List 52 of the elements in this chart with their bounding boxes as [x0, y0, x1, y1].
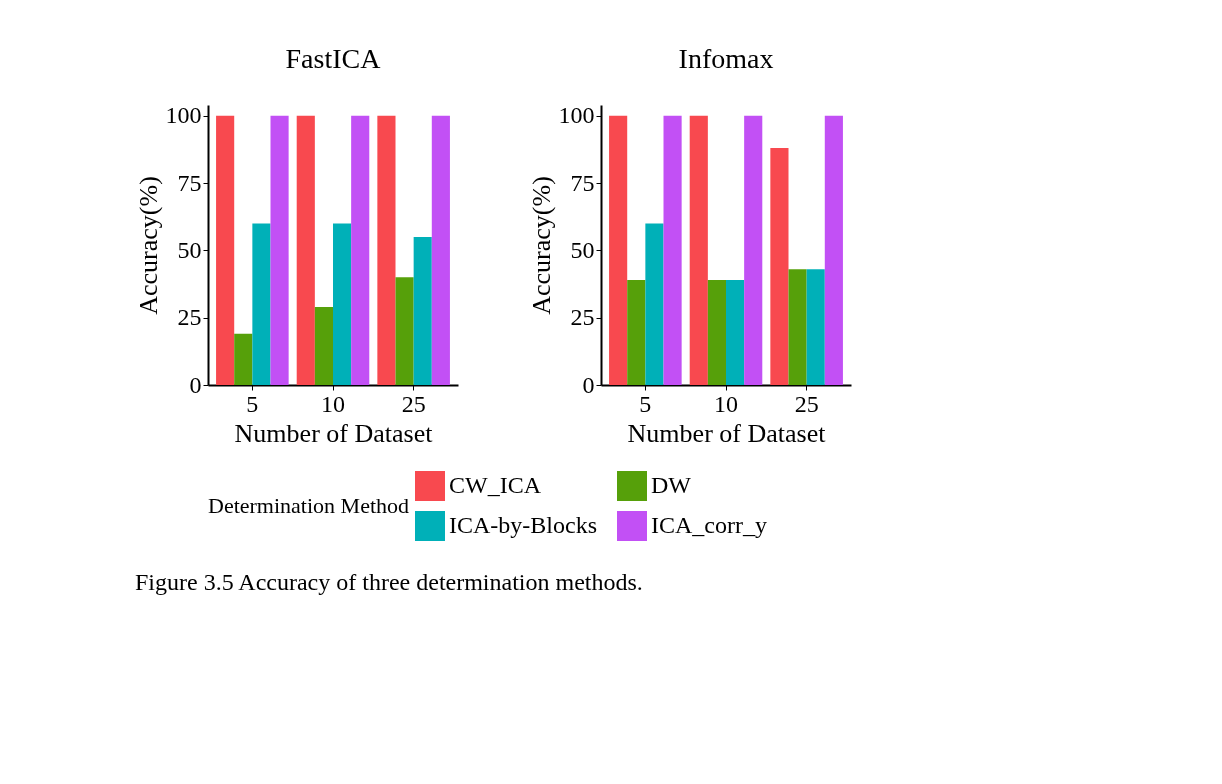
- chart-title: Infomax: [678, 42, 774, 74]
- bar: [663, 115, 682, 385]
- bar: [413, 236, 432, 385]
- x-tick-label: 5: [246, 390, 259, 417]
- legend-label: ICA-by-Blocks: [449, 512, 597, 538]
- bar: [770, 148, 789, 385]
- y-tick-label: 25: [570, 304, 595, 331]
- bar: [609, 115, 628, 385]
- bar: [645, 223, 664, 385]
- bar: [824, 115, 843, 385]
- x-axis-title: Number of Dataset: [627, 418, 827, 448]
- y-tick-label: 50: [177, 236, 202, 263]
- y-tick-label: 50: [570, 236, 595, 263]
- bar: [726, 280, 745, 385]
- y-tick-label: 75: [570, 169, 595, 196]
- bar: [234, 333, 253, 385]
- bar: [270, 115, 289, 385]
- bar: [296, 115, 315, 385]
- bar: [314, 306, 333, 385]
- bar: [788, 269, 807, 385]
- y-tick-label: 100: [165, 102, 202, 129]
- legend-label: ICA_corr_y: [651, 512, 767, 538]
- bar: [216, 115, 235, 385]
- bar: [333, 223, 352, 385]
- y-tick-label: 25: [177, 304, 202, 331]
- legend-label: CW_ICA: [449, 472, 542, 498]
- x-tick-label: 5: [639, 390, 652, 417]
- legend-title: Determination Method: [208, 493, 410, 518]
- bar: [806, 269, 825, 385]
- bar: [377, 115, 396, 385]
- x-tick-label: 25: [794, 390, 819, 417]
- bar: [252, 223, 271, 385]
- bar: [689, 115, 708, 385]
- bar: [744, 115, 763, 385]
- x-tick-label: 25: [401, 390, 426, 417]
- y-tick-label: 100: [558, 102, 595, 129]
- bar: [351, 115, 370, 385]
- bar: [431, 115, 450, 385]
- y-axis-title: Accuracy(%): [526, 176, 556, 315]
- y-tick-label: 0: [582, 371, 595, 398]
- caption: Figure 3.5 Accuracy of three determination methods.: [135, 569, 643, 595]
- y-tick-label: 75: [177, 169, 202, 196]
- y-tick-label: 0: [189, 371, 202, 398]
- legend-label: DW: [651, 472, 692, 498]
- x-tick-label: 10: [321, 390, 345, 417]
- y-axis-title: Accuracy(%): [133, 176, 163, 315]
- x-tick-label: 10: [714, 390, 738, 417]
- bar: [395, 277, 414, 385]
- chart-title: FastICA: [285, 42, 382, 74]
- bar: [627, 280, 646, 385]
- bar: [707, 280, 726, 385]
- x-axis-title: Number of Dataset: [234, 418, 434, 448]
